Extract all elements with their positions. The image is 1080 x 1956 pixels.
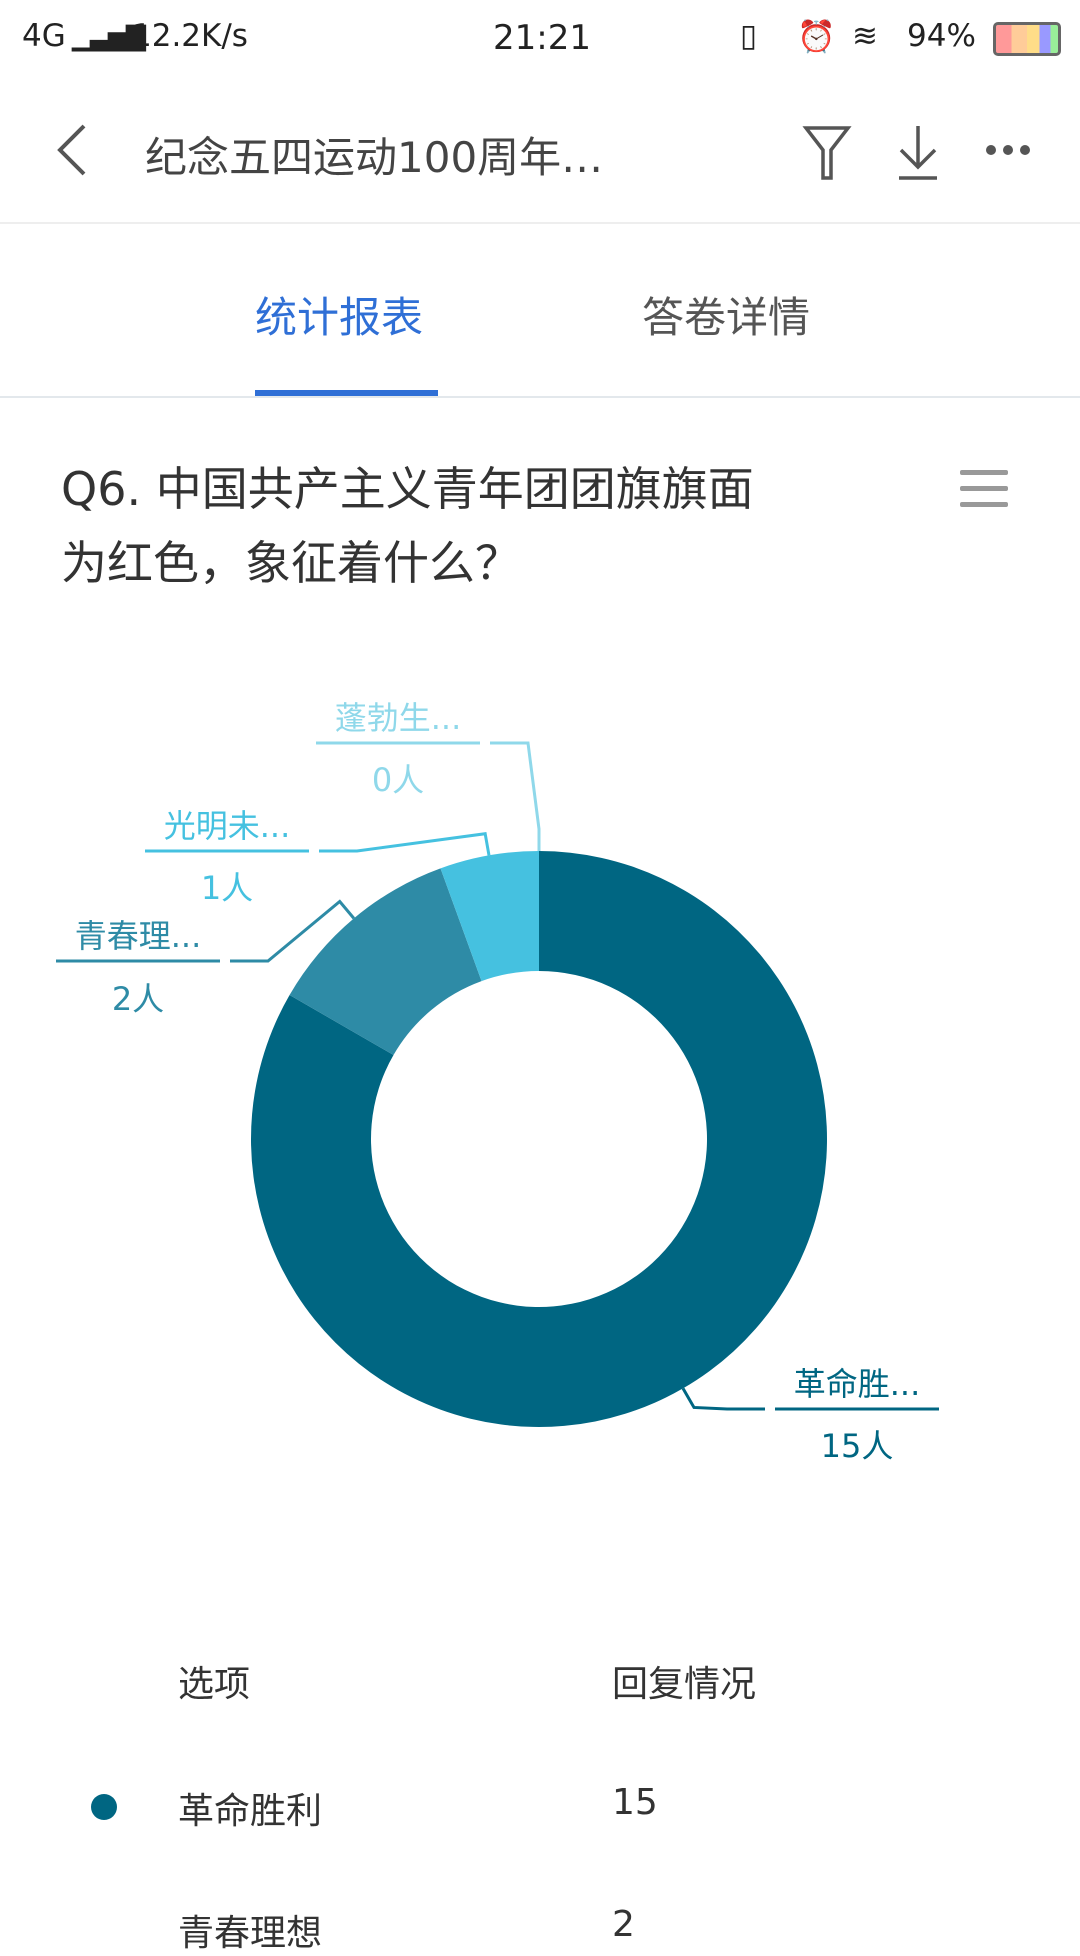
legend-option: 革命胜利: [178, 1791, 323, 1832]
legend-count: 2: [612, 1904, 635, 1945]
clock: 21:21: [493, 18, 591, 58]
leader-line: [230, 899, 356, 963]
tab-statistics[interactable]: 统计报表: [255, 293, 424, 342]
legend-option: 青春理想: [178, 1913, 323, 1954]
tab-answer-details[interactable]: 答卷详情: [642, 293, 811, 342]
donut-slice[interactable]: [440, 851, 539, 982]
network-type: 4G: [22, 18, 66, 54]
chart-menu-icon[interactable]: [960, 470, 1008, 510]
question-title: Q6. 中国共产主义青年团团旗旗面为红色，象征着什么？: [61, 462, 754, 590]
page-title: 纪念五四运动100周年…: [145, 133, 604, 182]
alarm-icon: ⏰: [797, 19, 836, 55]
slice-label: 蓬勃生...: [335, 699, 462, 737]
tab-bar: 统计报表 答卷详情: [0, 224, 1080, 398]
leader-line: [319, 832, 491, 856]
slice-value-label: 1人: [201, 869, 253, 907]
slice-label: 青春理...: [75, 917, 202, 955]
slice-value-label: 0人: [372, 761, 424, 799]
slice-label: 光明未...: [164, 807, 291, 845]
leader-line: [681, 1387, 765, 1411]
active-tab-indicator: [255, 390, 438, 396]
status-bar: 4G ▁▃▅▇ 12.2K/s 21:21 ▯ ⏰ ≋ 94%: [0, 0, 1080, 76]
legend-dot: [91, 1794, 117, 1820]
donut-slice[interactable]: [250, 851, 828, 1427]
wifi-icon: ≋: [852, 18, 878, 54]
app-header: 纪念五四运动100周年…: [0, 76, 1080, 224]
leader-line: [490, 741, 541, 851]
legend-count: 15: [612, 1782, 658, 1823]
donut-chart: 革命胜... 15人 青春理... 2人 光明未... 1人 蓬勃生... 0人: [56, 699, 939, 1465]
battery-icon: [993, 22, 1061, 56]
filter-icon[interactable]: [802, 124, 852, 180]
battery-level: 94%: [907, 18, 976, 54]
signal-icon: ▁▃▅▇: [72, 22, 146, 52]
table-header-responses: 回复情况: [612, 1664, 757, 1705]
vibrate-icon: ▯: [740, 18, 758, 54]
network-speed: 12.2K/s: [132, 18, 248, 54]
more-icon[interactable]: [985, 142, 1031, 158]
slice-value-label: 15人: [821, 1427, 894, 1465]
slice-value-label: 2人: [112, 980, 164, 1018]
donut-slice[interactable]: [289, 868, 482, 1055]
back-icon[interactable]: [52, 122, 92, 178]
table-header-option: 选项: [178, 1664, 251, 1705]
download-icon[interactable]: [895, 122, 941, 182]
slice-label: 革命胜...: [794, 1365, 921, 1403]
